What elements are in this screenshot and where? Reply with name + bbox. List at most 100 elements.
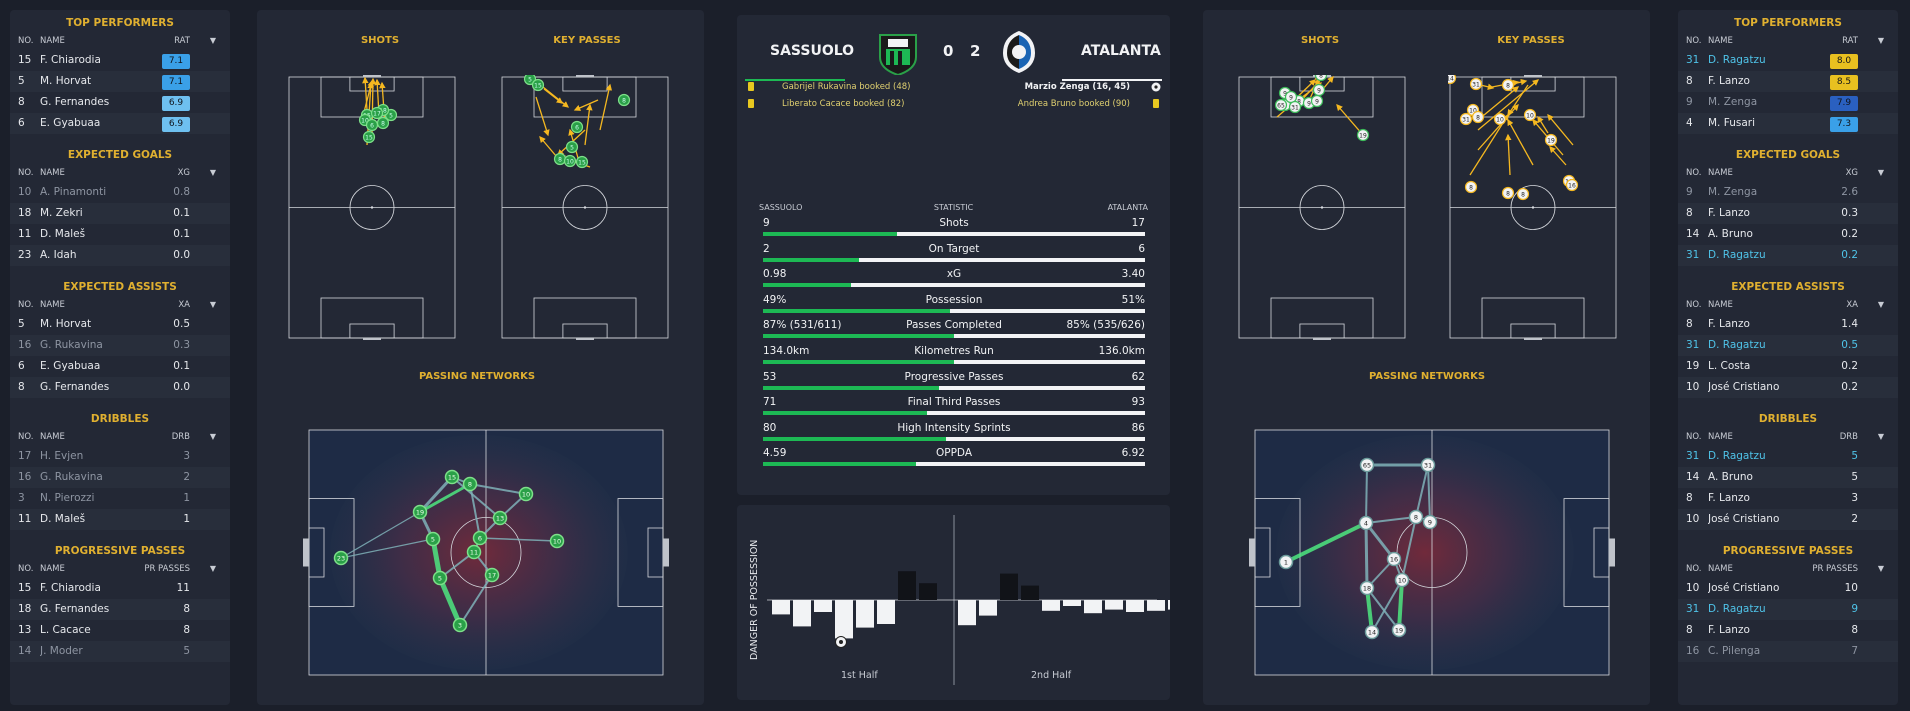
sort-arrow-icon[interactable]: ▼ [1877,432,1885,441]
player-name[interactable]: D. Ragatzu [1708,249,1766,261]
sort-arrow-icon[interactable]: ▼ [209,564,217,573]
sort-arrow-icon[interactable]: ▼ [209,168,217,177]
table-row[interactable]: 13 L. Cacace 8 [10,620,230,641]
table-row[interactable]: 10 José Cristiano 10 [1678,578,1898,599]
table-header[interactable]: NO. NAME XG ▼ [1678,164,1898,182]
column-header[interactable]: NAME [1708,36,1733,46]
player-name[interactable]: M. Zenga [1708,186,1758,198]
column-header[interactable]: XG [1845,168,1858,178]
sort-arrow-icon[interactable]: ▼ [209,300,217,309]
player-name[interactable]: José Cristiano [1708,513,1780,525]
column-header[interactable]: PR PASSES [1812,564,1858,574]
player-name[interactable]: M. Fusari [1708,117,1755,129]
table-row[interactable]: 18 M. Zekri 0.1 [10,203,230,224]
table-row[interactable]: 4 M. Fusari 7.3 [1678,113,1898,134]
player-name[interactable]: M. Horvat [40,75,92,87]
table-row[interactable]: 11 D. Maleš 0.1 [10,224,230,245]
player-name[interactable]: D. Maleš [40,228,86,240]
column-header[interactable]: NO. [1686,300,1702,310]
column-header[interactable]: NAME [40,300,65,310]
table-row[interactable]: 31 D. Ragatzu 5 [1678,446,1898,467]
table-header[interactable]: NO. NAME XA ▼ [10,296,230,314]
table-row[interactable]: 10 José Cristiano 0.2 [1678,377,1898,398]
table-row[interactable]: 8 F. Lanzo 0.3 [1678,203,1898,224]
table-row[interactable]: 14 J. Moder 5 [10,641,230,662]
player-name[interactable]: F. Lanzo [1708,624,1750,636]
column-header[interactable]: NO. [1686,36,1702,46]
player-name[interactable]: G. Fernandes [40,96,110,108]
column-header[interactable]: NAME [1708,432,1733,442]
column-header[interactable]: NO. [1686,564,1702,574]
table-row[interactable]: 10 A. Pinamonti 0.8 [10,182,230,203]
table-row[interactable]: 11 D. Maleš 1 [10,509,230,530]
table-row[interactable]: 16 G. Rukavina 0.3 [10,335,230,356]
table-header[interactable]: NO. NAME PR PASSES ▼ [1678,560,1898,578]
player-name[interactable]: E. Gyabuaa [40,360,101,372]
table-header[interactable]: NO. NAME RAT ▼ [1678,32,1898,50]
table-row[interactable]: 16 G. Rukavina 2 [10,467,230,488]
player-name[interactable]: G. Rukavina [40,339,103,351]
player-name[interactable]: G. Fernandes [40,381,110,393]
player-name[interactable]: A. Pinamonti [40,186,107,198]
player-name[interactable]: L. Costa [1708,360,1751,372]
table-row[interactable]: 14 A. Bruno 5 [1678,467,1898,488]
table-header[interactable]: NO. NAME RAT ▼ [10,32,230,50]
column-header[interactable]: NAME [40,432,65,442]
column-header[interactable]: PR PASSES [144,564,190,574]
player-name[interactable]: D. Ragatzu [1708,339,1766,351]
player-name[interactable]: D. Maleš [40,513,86,525]
table-row[interactable]: 14 A. Bruno 0.2 [1678,224,1898,245]
column-header[interactable]: NO. [18,432,34,442]
player-name[interactable]: José Cristiano [1708,582,1780,594]
column-header[interactable]: NAME [1708,564,1733,574]
table-row[interactable]: 5 M. Horvat 0.5 [10,314,230,335]
column-header[interactable]: NO. [1686,432,1702,442]
table-row[interactable]: 31 D. Ragatzu 9 [1678,599,1898,620]
column-header[interactable]: NAME [40,168,65,178]
table-row[interactable]: 19 L. Costa 0.2 [1678,356,1898,377]
table-header[interactable]: NO. NAME XA ▼ [1678,296,1898,314]
table-row[interactable]: 8 G. Fernandes 0.0 [10,377,230,398]
player-name[interactable]: F. Lanzo [1708,318,1750,330]
player-name[interactable]: F. Chiarodia [40,582,101,594]
table-row[interactable]: 5 M. Horvat 7.1 [10,71,230,92]
column-header[interactable]: XA [178,300,190,310]
table-header[interactable]: NO. NAME XG ▼ [10,164,230,182]
table-row[interactable]: 8 F. Lanzo 3 [1678,488,1898,509]
sort-arrow-icon[interactable]: ▼ [1877,300,1885,309]
column-header[interactable]: NAME [40,564,65,574]
player-name[interactable]: J. Moder [40,645,83,657]
column-header[interactable]: NO. [1686,168,1702,178]
column-header[interactable]: RAT [174,36,190,46]
table-row[interactable]: 9 M. Zenga 7.9 [1678,92,1898,113]
table-row[interactable]: 8 F. Lanzo 8 [1678,620,1898,641]
table-row[interactable]: 31 D. Ragatzu 0.2 [1678,245,1898,266]
table-row[interactable]: 3 N. Pierozzi 1 [10,488,230,509]
column-header[interactable]: NO. [18,300,34,310]
table-row[interactable]: 16 C. Pilenga 7 [1678,641,1898,662]
table-header[interactable]: NO. NAME DRB ▼ [1678,428,1898,446]
player-name[interactable]: D. Ragatzu [1708,54,1766,66]
player-name[interactable]: F. Lanzo [1708,207,1750,219]
player-name[interactable]: G. Rukavina [40,471,103,483]
column-header[interactable]: NO. [18,564,34,574]
player-name[interactable]: F. Chiarodia [40,54,101,66]
sort-arrow-icon[interactable]: ▼ [1877,36,1885,45]
player-name[interactable]: E. Gyabuaa [40,117,101,129]
player-name[interactable]: L. Cacace [40,624,91,636]
table-row[interactable]: 8 F. Lanzo 1.4 [1678,314,1898,335]
table-row[interactable]: 9 M. Zenga 2.6 [1678,182,1898,203]
player-name[interactable]: M. Horvat [40,318,92,330]
column-header[interactable]: DRB [1839,432,1858,442]
table-row[interactable]: 31 D. Ragatzu 8.0 [1678,50,1898,71]
player-name[interactable]: A. Bruno [1708,471,1753,483]
sort-arrow-icon[interactable]: ▼ [209,432,217,441]
sort-arrow-icon[interactable]: ▼ [1877,564,1885,573]
player-name[interactable]: M. Zekri [40,207,83,219]
player-name[interactable]: A. Bruno [1708,228,1753,240]
table-row[interactable]: 18 G. Fernandes 8 [10,599,230,620]
player-name[interactable]: D. Ragatzu [1708,603,1766,615]
table-row[interactable]: 15 F. Chiarodia 7.1 [10,50,230,71]
player-name[interactable]: F. Lanzo [1708,75,1750,87]
column-header[interactable]: NO. [18,36,34,46]
